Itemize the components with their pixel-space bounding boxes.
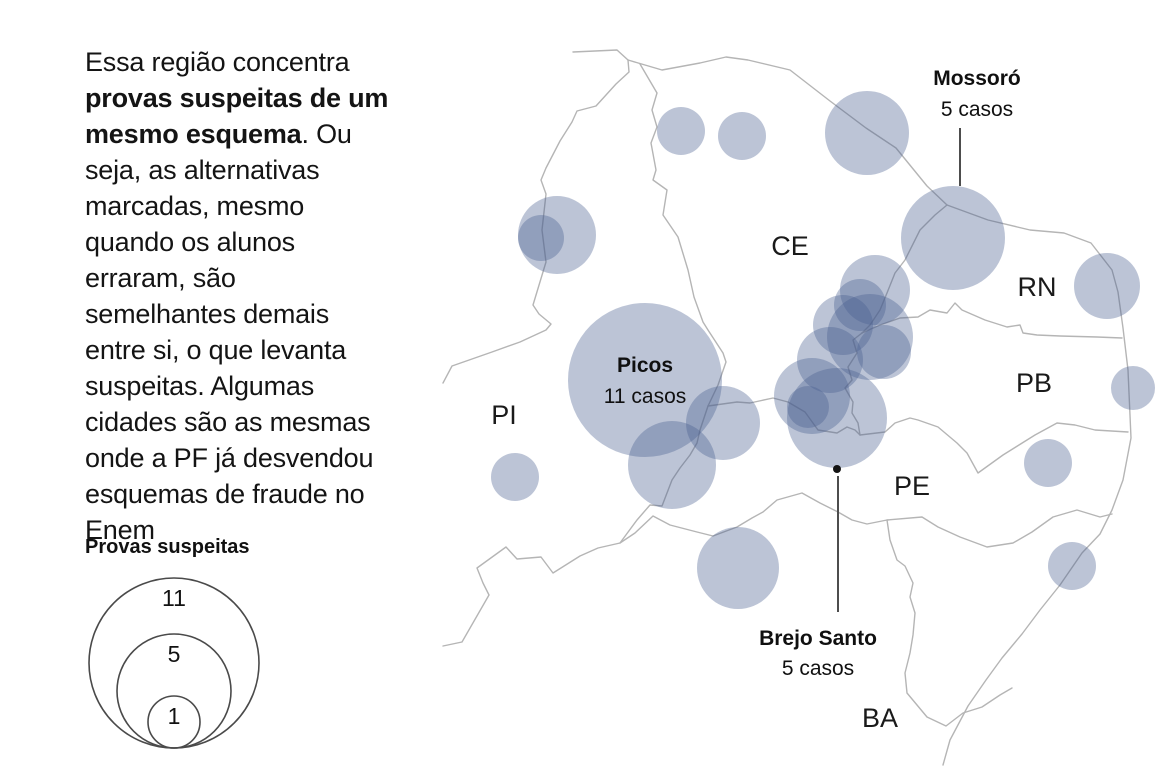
pi-ce-north-border [442,59,630,384]
legend-size-value: 5 [168,641,181,667]
case-bubble [827,294,913,380]
ce-rn-border [861,204,948,334]
case-bubble [834,279,886,331]
case-bubble [1074,253,1140,319]
case-bubble [686,386,760,460]
case-bubble [787,368,887,468]
ce-pb-border [844,332,863,436]
state-label-pb: PB [1016,368,1052,398]
state-label-pi: PI [491,400,517,430]
state-borders [442,49,1132,766]
legend-title: Provas suspeitas [85,536,250,558]
pe-south-border [619,492,1113,548]
state-labels-layer: CE RN PB PE PI BA [491,231,1056,733]
legend-size-value: 1 [168,703,181,729]
city-cases-label: 11 casos [604,385,687,408]
legend-size-value: 11 [162,585,186,611]
pi-south-border [442,429,701,647]
case-bubble [518,215,564,261]
legend-size-circle [147,695,201,749]
intro-text-bold: provas suspeitas de um mesmo esquema [85,83,389,149]
case-bubble [840,255,910,325]
city-name-label: Mossoró [933,67,1021,90]
intro-text-after: . Ou seja, as alternativas marcadas, mes… [85,119,374,545]
case-bubble [657,107,705,155]
coastline-border [572,49,1132,766]
case-bubble [901,186,1005,290]
intro-paragraph: Essa região concentra provas suspeitas d… [85,44,477,548]
case-bubble [518,196,596,274]
case-bubble [787,386,829,428]
state-label-ba: BA [862,703,898,733]
legend-circles-layer: 11 5 1 [88,577,260,749]
intro-text-before: Essa região concentra [85,47,350,77]
case-bubble [1024,439,1072,487]
city-dot [833,465,841,473]
case-bubble [491,453,539,501]
case-bubble [797,327,863,393]
rn-pb-border [861,302,1123,339]
case-bubble [1111,366,1155,410]
case-bubble [857,325,911,379]
case-bubble [718,112,766,160]
state-label-pe: PE [894,471,930,501]
city-name-label: Brejo Santo [759,627,877,650]
case-bubble [568,303,722,457]
ce-pe-pb-border [707,397,1129,474]
pi-ce-central-border [639,63,727,431]
case-bubble [825,91,909,175]
case-bubble [774,358,850,434]
city-name-label: Picos [617,354,673,377]
state-label-rn: RN [1018,272,1057,302]
case-bubble [813,295,873,355]
pe-ba-border [886,519,1013,727]
case-bubble [697,527,779,609]
state-label-ce: CE [771,231,809,261]
case-bubbles-layer [491,91,1155,609]
case-bubble [628,421,716,509]
case-bubble [1048,542,1096,590]
city-cases-label: 5 casos [941,98,1013,121]
city-cases-label: 5 casos [782,657,854,680]
city-annotations-layer: Mossoró 5 casos Picos 11 casos Brejo Santo 5 … [604,67,1021,680]
